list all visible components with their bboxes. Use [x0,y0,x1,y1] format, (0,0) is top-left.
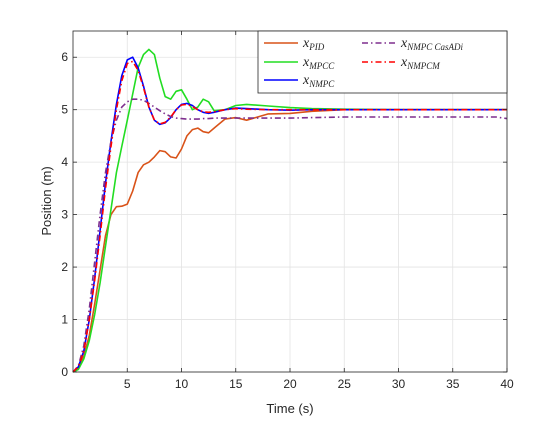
x-tick-label: 35 [446,377,460,391]
series-line-pid [72,108,507,373]
legend-box [257,30,508,94]
y-axis: 0 1 2 3 4 5 6 [61,50,507,379]
x-tick-label: 10 [175,377,189,391]
y-tick-label: 3 [61,208,68,222]
series-group [72,48,508,373]
legend-label: xNMPC [302,73,335,89]
y-tick-label: 5 [61,103,68,117]
series-line-nmpcm [72,60,507,373]
legend-label: xMPCC [302,55,335,71]
y-axis-label: Position (m) [39,166,54,235]
x-tick-label: 5 [124,377,131,391]
x-tick-label: 40 [500,377,514,391]
y-tick-label: 4 [61,155,68,169]
legend-label: xPID [302,36,325,52]
y-tick-label: 1 [61,313,68,327]
y-tick-label: 2 [61,260,68,274]
y-tick-label: 0 [61,365,68,379]
legend-label: xNMPCM [400,55,440,71]
legend-label: xNMPC CasADi [400,36,463,52]
x-tick-label: 25 [338,377,352,391]
series-line-mpcc [72,48,507,373]
x-tick-label: 15 [229,377,243,391]
x-tick-label: 30 [392,377,406,391]
x-axis: 5 10 15 20 25 30 35 40 [124,31,514,391]
x-tick-label: 20 [283,377,297,391]
y-tick-label: 6 [61,50,68,64]
x-axis-label: Time (s) [266,401,313,416]
legend: xPID xMPCC xNMPC xNMPC CasADi xNMPCM [257,30,508,94]
